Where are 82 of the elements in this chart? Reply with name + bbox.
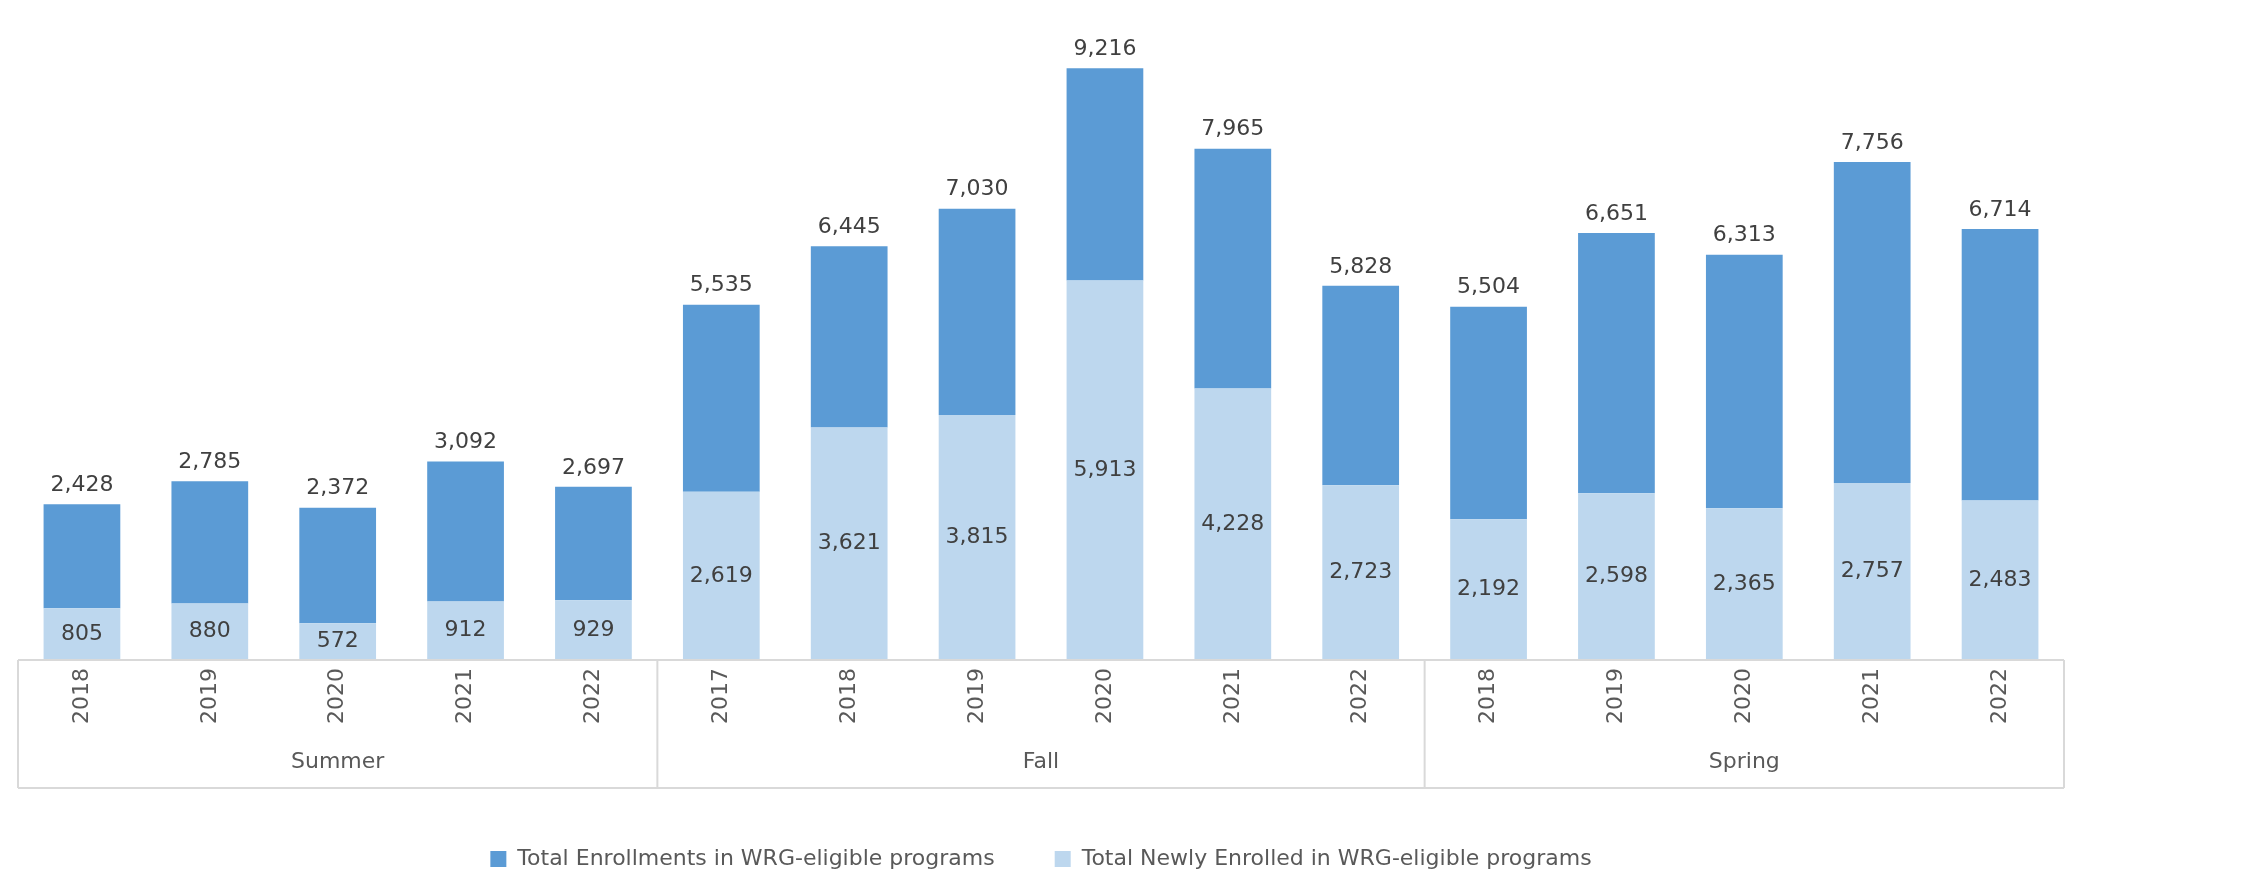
total-label: 5,535 [689, 271, 753, 297]
data-label: 2,192 [1457, 575, 1521, 601]
x-tick-label: 2021 [451, 668, 477, 725]
total-label: 6,714 [1968, 195, 2032, 221]
bar [427, 601, 504, 661]
x-tick-label: 2021 [1218, 668, 1244, 725]
total-label: 3,092 [434, 428, 498, 454]
bar [1578, 493, 1655, 661]
x-tick-label: 2022 [1985, 668, 2011, 725]
bar [1705, 254, 1783, 509]
bar [938, 208, 1016, 416]
bar [1450, 519, 1527, 661]
bar [427, 461, 504, 602]
total-label: 2,785 [178, 447, 242, 473]
data-label: 4,228 [1201, 510, 1265, 536]
data-label: 3,815 [945, 523, 1009, 549]
total-label: 7,965 [1201, 115, 1265, 141]
bar [810, 427, 888, 661]
x-tick-label: 2018 [834, 668, 860, 725]
total-label: 2,372 [306, 474, 370, 500]
bar [682, 491, 760, 661]
data-label: 572 [316, 627, 359, 653]
data-label: 2,723 [1329, 558, 1393, 584]
bar [1833, 483, 1911, 661]
bar [938, 415, 1016, 661]
data-label: 805 [60, 619, 103, 645]
bar [682, 304, 760, 492]
bar [299, 507, 377, 624]
x-tick-label: 2018 [1474, 668, 1500, 725]
bar [1705, 508, 1783, 661]
x-tick-label: 2021 [1857, 668, 1883, 725]
text: Fall [1022, 747, 1060, 773]
text: Spring [1708, 747, 1780, 773]
x-tick-label: 2020 [1730, 668, 1756, 725]
total-label: 6,313 [1712, 221, 1776, 247]
data-label: 3,621 [817, 529, 881, 555]
x-tick-label: 2020 [323, 668, 349, 725]
bar [1322, 485, 1400, 661]
x-tick-label: 2018 [67, 668, 93, 725]
bar [1194, 148, 1272, 389]
total-label: 7,030 [945, 175, 1009, 201]
text: Summer [291, 747, 386, 773]
bar [1833, 162, 1911, 484]
x-tick-label: 2019 [195, 668, 221, 725]
total-label: 6,445 [817, 212, 881, 238]
data-label: 880 [188, 617, 231, 643]
data-label: 2,483 [1968, 566, 2032, 592]
x-tick-label: 2019 [1602, 668, 1628, 725]
legend-label: Total Newly Enrolled in WRG-eligible programs [1080, 844, 1592, 870]
total-label: 9,216 [1073, 35, 1137, 61]
data-label: 929 [572, 615, 615, 641]
bar [810, 246, 888, 428]
bar [1322, 285, 1400, 486]
bar [1961, 228, 2039, 501]
bar [1066, 68, 1144, 281]
bar [171, 481, 249, 604]
total-label: 2,428 [50, 470, 114, 496]
bar [555, 600, 632, 661]
total-label: 7,756 [1840, 128, 1904, 154]
bar [555, 486, 632, 601]
data-label: 2,598 [1584, 562, 1648, 588]
x-tick-label: 2022 [1346, 668, 1372, 725]
bar [1578, 233, 1655, 494]
data-label: 2,365 [1712, 569, 1776, 595]
x-tick-label: 2019 [962, 668, 988, 725]
bar [43, 504, 121, 609]
bar [1194, 388, 1272, 661]
data-label: 5,913 [1073, 455, 1137, 481]
x-tick-label: 2017 [707, 668, 733, 725]
bar [1066, 280, 1144, 661]
total-label: 6,651 [1584, 199, 1648, 225]
data-label: 912 [444, 616, 487, 642]
bar [1961, 500, 2039, 661]
data-label: 2,757 [1840, 557, 1904, 583]
total-label: 5,828 [1329, 252, 1393, 278]
data-label: 2,619 [689, 561, 753, 587]
bar [1450, 306, 1527, 520]
total-label: 2,697 [561, 453, 625, 479]
x-tick-label: 2022 [579, 668, 605, 725]
x-tick-label: 2020 [1090, 668, 1116, 725]
legend-label: Total Enrollments in WRG-eligible programs [516, 844, 995, 870]
total-label: 5,504 [1457, 273, 1521, 299]
